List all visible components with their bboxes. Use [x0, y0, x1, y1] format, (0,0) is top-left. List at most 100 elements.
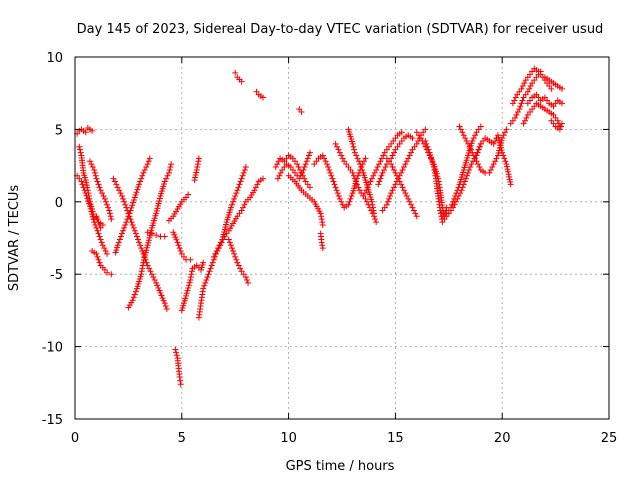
data-point: [153, 232, 160, 239]
data-point: [215, 245, 222, 252]
data-point: [159, 295, 166, 302]
data-point: [183, 290, 190, 297]
data-series: [110, 175, 170, 312]
data-point: [129, 202, 136, 209]
data-point: [355, 184, 362, 191]
data-point: [318, 216, 325, 223]
data-point: [378, 172, 385, 179]
data-point: [409, 204, 416, 211]
data-point: [424, 143, 431, 150]
data-point: [366, 181, 373, 188]
data-point: [370, 172, 377, 179]
data-point: [499, 135, 506, 142]
data-point: [202, 279, 209, 286]
data-point: [125, 210, 132, 217]
data-point: [116, 236, 123, 243]
data-point: [166, 166, 173, 173]
data-point: [331, 181, 338, 188]
data-point: [334, 190, 341, 197]
data-point: [137, 178, 144, 185]
data-point: [78, 178, 85, 185]
data-point: [463, 137, 470, 144]
data-point: [505, 168, 512, 175]
data-point: [163, 305, 170, 312]
data-point: [177, 381, 184, 388]
data-point: [234, 259, 241, 266]
data-point: [339, 201, 346, 208]
data-point: [231, 250, 238, 257]
data-point: [359, 166, 366, 173]
data-point: [347, 195, 354, 202]
data-point: [505, 171, 512, 178]
data-point: [400, 164, 407, 171]
data-point: [158, 292, 165, 299]
data-point: [168, 161, 175, 168]
data-point: [105, 204, 112, 211]
data-point: [518, 100, 525, 107]
data-point: [232, 69, 239, 76]
x-tick-label: 25: [601, 431, 618, 446]
data-point: [82, 129, 89, 136]
data-point: [521, 80, 528, 87]
data-point: [375, 181, 382, 188]
data-point: [358, 164, 365, 171]
data-point: [450, 198, 457, 205]
data-point: [492, 158, 499, 165]
y-tick-label: 10: [46, 51, 63, 66]
data-series: [443, 123, 484, 217]
data-point: [524, 88, 531, 95]
data-point: [326, 166, 333, 173]
data-point: [473, 158, 480, 165]
data-point: [372, 216, 379, 223]
data-point: [395, 175, 402, 182]
data-point: [193, 166, 200, 173]
data-point: [454, 187, 461, 194]
data-point: [94, 178, 101, 185]
data-point: [163, 175, 170, 182]
data-point: [490, 161, 497, 168]
data-point: [463, 172, 470, 179]
data-point: [132, 191, 139, 198]
data-point: [520, 120, 527, 127]
data-point: [370, 207, 377, 214]
data-point: [371, 210, 378, 217]
data-point: [376, 178, 383, 185]
data-point: [188, 271, 195, 278]
data-series: [524, 91, 566, 110]
data-point: [227, 242, 234, 249]
data-point: [294, 161, 301, 168]
data-point: [409, 135, 416, 142]
data-point: [500, 152, 507, 159]
data-point: [183, 292, 190, 299]
data-point: [124, 207, 131, 214]
data-point: [210, 253, 217, 260]
data-layer: [74, 65, 566, 388]
data-point: [114, 242, 121, 249]
data-point: [557, 123, 564, 130]
data-point: [83, 192, 90, 199]
data-point: [83, 182, 90, 189]
data-point: [195, 158, 202, 165]
y-tick-label: -10: [42, 341, 63, 356]
data-point: [512, 94, 519, 101]
data-point: [504, 166, 511, 173]
data-point: [360, 193, 367, 200]
data-point: [137, 242, 144, 249]
data-point: [120, 195, 127, 202]
data-point: [452, 193, 459, 200]
data-point: [100, 193, 107, 200]
data-point: [126, 213, 133, 220]
data-point: [150, 274, 157, 281]
data-point: [474, 149, 481, 156]
data-point: [173, 349, 180, 356]
data-point: [422, 126, 429, 133]
data-point: [345, 201, 352, 208]
data-point: [277, 169, 284, 176]
data-point: [242, 274, 249, 281]
data-point: [363, 187, 370, 194]
data-point: [356, 187, 363, 194]
data-point: [243, 276, 250, 283]
data-point: [486, 169, 493, 176]
data-point: [146, 155, 153, 162]
data-point: [97, 187, 104, 194]
